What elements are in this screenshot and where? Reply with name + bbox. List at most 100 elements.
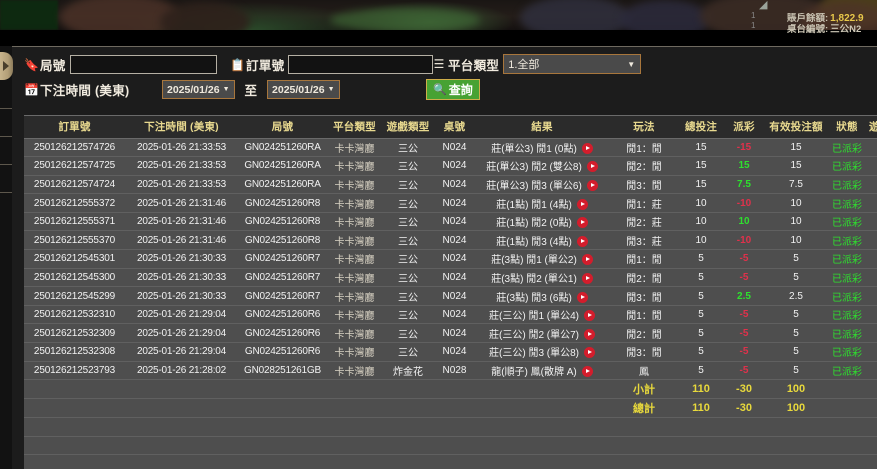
table-row[interactable]: 250126212545300 2025-01-26 21:30:33 GN0242… bbox=[24, 268, 877, 288]
table-row[interactable]: 250126212532310 2025-01-26 21:29:04 GN0242… bbox=[24, 305, 877, 325]
cell-gametype: 三公 bbox=[382, 323, 434, 344]
col-totalbet[interactable]: 總投注 bbox=[679, 116, 723, 139]
cell-gametype: 三公 bbox=[382, 268, 434, 288]
table-row[interactable]: 250126212574726 2025-01-26 21:33:53 GN0242… bbox=[24, 138, 877, 158]
list-icon: ☰ bbox=[433, 57, 445, 71]
round-field-group: 🔖 局號 bbox=[24, 55, 217, 74]
status-badge: 已派彩 bbox=[832, 311, 862, 323]
platform-field-group: ☰ 平台類型 1.全部 ▼ bbox=[432, 54, 642, 74]
cell-desk: N024 bbox=[434, 230, 475, 251]
cell-bettime: 2025-01-26 21:30:33 bbox=[125, 249, 238, 269]
cell-platform: 卡卡灣廳 bbox=[327, 342, 382, 362]
col-result[interactable]: 結果 bbox=[475, 116, 609, 139]
col-verify[interactable]: 遊戲校驗 bbox=[867, 116, 877, 139]
filter-form: 🔖 局號 📋 訂單號 ☰ 平台類型 1.全部 ▼ 📅 下注時間 (美東) bbox=[12, 47, 877, 103]
tag-icon: 🔖 bbox=[24, 57, 39, 72]
table-row[interactable]: 250126212532308 2025-01-26 21:29:04 GN0242… bbox=[24, 342, 877, 362]
date-to-input[interactable]: 2025/01/26 ▼ bbox=[267, 80, 340, 99]
cell-desk: N024 bbox=[434, 305, 475, 325]
table-row[interactable]: 250126212523793 2025-01-26 21:28:02 GN0282… bbox=[24, 361, 877, 381]
col-play[interactable]: 玩法 bbox=[609, 116, 679, 139]
date-from-input[interactable]: 2025/01/26 ▼ bbox=[162, 80, 235, 99]
cell-desk: N024 bbox=[434, 156, 475, 176]
cell-gametype: 三公 bbox=[382, 175, 434, 195]
cell-validbet: 7.5 bbox=[765, 175, 827, 195]
table-row[interactable]: 250126212555371 2025-01-26 21:31:46 GN0242… bbox=[24, 212, 877, 232]
cell-status: 已派彩 bbox=[827, 323, 867, 344]
play-replay-icon[interactable] bbox=[586, 161, 598, 173]
play-replay-icon[interactable] bbox=[581, 272, 593, 284]
empty-cell bbox=[24, 417, 877, 437]
cell-result: 莊(3點) 閒2 (單公1) bbox=[475, 268, 609, 288]
col-desk[interactable]: 桌號 bbox=[434, 116, 475, 139]
cell-platform: 卡卡灣廳 bbox=[327, 286, 382, 306]
cell-round: GN024251260R8 bbox=[238, 230, 327, 251]
cell-validbet: 5 bbox=[765, 268, 827, 288]
table-number: 桌台編號: 三公N2 bbox=[787, 24, 875, 35]
sidebar-collapse-handle[interactable] bbox=[0, 52, 13, 80]
status-badge: 已派彩 bbox=[832, 255, 862, 267]
table-row[interactable]: 250126212555370 2025-01-26 21:31:46 GN0242… bbox=[24, 230, 877, 251]
sum-label: 總計 bbox=[609, 398, 679, 419]
table-row[interactable]: 250126212532309 2025-01-26 21:29:04 GN0242… bbox=[24, 323, 877, 344]
play-replay-icon[interactable] bbox=[584, 310, 595, 322]
play-replay-icon[interactable] bbox=[581, 254, 593, 266]
cell-bettime: 2025-01-26 21:31:46 bbox=[125, 193, 238, 213]
cell-payout: -5 bbox=[723, 268, 765, 288]
play-replay-icon[interactable] bbox=[584, 328, 595, 340]
table-row[interactable]: 250126212574725 2025-01-26 21:33:53 GN0242… bbox=[24, 156, 877, 176]
cell-desk: N024 bbox=[434, 323, 475, 344]
col-payout[interactable]: 派彩 bbox=[723, 116, 765, 139]
table-label: 桌台編號: bbox=[787, 24, 829, 35]
cell-play: 閒2：閒 bbox=[609, 268, 679, 288]
empty-cell bbox=[24, 436, 877, 456]
query-button-group: 🔍 查詢 bbox=[426, 79, 480, 100]
sum-payout: -30 bbox=[723, 398, 765, 419]
bet-history-table-wrap[interactable]: 訂單號 下注時間 (美東) 局號 平台類型 遊戲類型 桌號 結果 玩法 總投注 … bbox=[24, 115, 877, 469]
bet-history-table: 訂單號 下注時間 (美東) 局號 平台類型 遊戲類型 桌號 結果 玩法 總投注 … bbox=[24, 116, 877, 469]
search-button[interactable]: 🔍 查詢 bbox=[426, 79, 480, 100]
cell-verify: - bbox=[867, 249, 877, 269]
left-rail bbox=[0, 46, 12, 469]
play-replay-icon[interactable] bbox=[581, 365, 593, 377]
col-round[interactable]: 局號 bbox=[238, 116, 327, 139]
balance-label: 賬戶餘額: bbox=[787, 13, 829, 24]
round-input[interactable] bbox=[69, 55, 217, 74]
cell-platform: 卡卡灣廳 bbox=[327, 230, 382, 251]
play-replay-icon[interactable] bbox=[576, 217, 588, 229]
col-order[interactable]: 訂單號 bbox=[24, 116, 125, 139]
col-gametype[interactable]: 遊戲類型 bbox=[382, 116, 434, 139]
empty-row bbox=[24, 454, 877, 469]
cell-verify: - bbox=[867, 212, 877, 232]
table-row[interactable]: 250126212555372 2025-01-26 21:31:46 GN0242… bbox=[24, 193, 877, 213]
play-replay-icon[interactable] bbox=[576, 235, 588, 247]
cell-verify: - bbox=[867, 268, 877, 288]
cell-validbet: 15 bbox=[765, 138, 827, 158]
col-status[interactable]: 狀態 bbox=[827, 116, 867, 139]
cell-play: 鳳 bbox=[609, 361, 679, 381]
sum-validbet: 100 bbox=[765, 379, 827, 400]
table-row[interactable]: 250126212545299 2025-01-26 21:30:33 GN0242… bbox=[24, 286, 877, 306]
cell-validbet: 5 bbox=[765, 342, 827, 362]
col-platform[interactable]: 平台類型 bbox=[327, 116, 382, 139]
date-range-group: 2025/01/26 ▼ 至 2025/01/26 ▼ bbox=[162, 80, 340, 99]
table-row[interactable]: 250126212545301 2025-01-26 21:30:33 GN0242… bbox=[24, 249, 877, 269]
play-replay-icon[interactable] bbox=[581, 142, 593, 154]
platform-select[interactable]: 1.全部 ▼ bbox=[503, 54, 642, 74]
cell-totalbet: 10 bbox=[679, 230, 723, 251]
status-badge: 已派彩 bbox=[832, 292, 862, 304]
col-validbet[interactable]: 有效投注額 bbox=[765, 116, 827, 139]
cell-round: GN024251260RA bbox=[238, 138, 327, 158]
play-replay-icon[interactable] bbox=[584, 347, 595, 359]
cell-order: 250126212545299 bbox=[24, 286, 125, 306]
play-replay-icon[interactable] bbox=[586, 179, 598, 191]
cell-payout: -10 bbox=[723, 193, 765, 213]
play-replay-icon[interactable] bbox=[576, 291, 588, 303]
order-input[interactable] bbox=[288, 55, 434, 74]
cell-order: 250126212555370 bbox=[24, 230, 125, 251]
play-replay-icon[interactable] bbox=[576, 198, 588, 210]
cell-play: 閒1：莊 bbox=[609, 193, 679, 213]
col-bettime[interactable]: 下注時間 (美東) bbox=[125, 116, 238, 139]
table-row[interactable]: 250126212574724 2025-01-26 21:33:53 GN0242… bbox=[24, 175, 877, 195]
search-icon: 🔍 bbox=[433, 84, 447, 96]
